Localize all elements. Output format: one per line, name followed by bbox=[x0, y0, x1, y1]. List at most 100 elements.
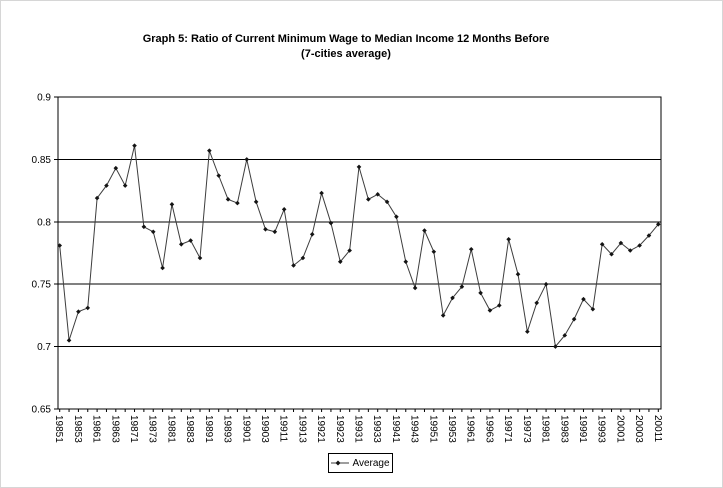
x-axis-tick-label: 20011 bbox=[652, 415, 663, 443]
data-point-marker bbox=[581, 296, 586, 302]
data-point-marker bbox=[525, 329, 530, 334]
data-point-marker bbox=[637, 243, 642, 248]
data-point-marker bbox=[571, 316, 577, 322]
x-axis-tick-label: 19911 bbox=[278, 415, 289, 443]
data-point-marker bbox=[66, 338, 72, 343]
x-axis-tick-label: 19983 bbox=[558, 415, 569, 443]
y-axis-tick-label: 0.7 bbox=[37, 342, 51, 353]
data-point-marker bbox=[431, 249, 437, 255]
x-axis-tick-label: 19991 bbox=[577, 415, 588, 443]
x-axis-tick-label: 20003 bbox=[633, 415, 644, 443]
data-point-marker bbox=[141, 224, 147, 230]
x-axis-tick-label: 19963 bbox=[483, 415, 494, 443]
data-point-marker bbox=[468, 246, 474, 252]
data-point-marker bbox=[225, 197, 231, 202]
x-axis-tick-label: 19871 bbox=[128, 415, 139, 443]
data-point-marker bbox=[347, 248, 352, 253]
x-axis-tick-label: 19893 bbox=[222, 415, 233, 443]
x-axis-tick-label: 19941 bbox=[390, 415, 401, 443]
data-point-marker bbox=[169, 202, 175, 207]
y-axis-tick-label: 0.9 bbox=[37, 93, 51, 104]
x-axis-tick-label: 19851 bbox=[53, 415, 64, 443]
data-point-marker bbox=[618, 240, 624, 246]
data-point-marker bbox=[160, 265, 165, 271]
data-point-marker bbox=[356, 164, 362, 170]
data-point-marker bbox=[412, 285, 418, 291]
data-point-marker bbox=[319, 190, 324, 196]
data-point-marker bbox=[113, 165, 119, 171]
data-point-marker bbox=[590, 306, 596, 312]
x-axis-tick-label: 19883 bbox=[184, 415, 195, 443]
data-point-marker bbox=[478, 290, 483, 296]
data-point-marker bbox=[422, 228, 427, 233]
data-point-marker bbox=[253, 199, 259, 205]
y-axis-tick-label: 0.8 bbox=[37, 217, 51, 228]
x-axis-tick-label: 19923 bbox=[334, 415, 345, 443]
data-point-marker bbox=[122, 183, 128, 188]
data-point-marker bbox=[609, 251, 614, 257]
x-axis-tick-label: 19921 bbox=[315, 415, 326, 443]
data-point-marker bbox=[132, 143, 137, 148]
x-axis-tick-label: 19913 bbox=[296, 415, 307, 443]
x-axis-tick-label: 19881 bbox=[165, 415, 176, 443]
data-point-marker bbox=[403, 259, 409, 265]
x-axis-tick-label: 19951 bbox=[427, 415, 438, 443]
x-axis-tick-label: 19973 bbox=[521, 415, 532, 443]
y-axis-tick-label: 0.85 bbox=[32, 155, 52, 166]
data-point-marker bbox=[450, 295, 455, 301]
x-axis-tick-label: 19853 bbox=[72, 415, 83, 443]
x-axis-tick-label: 19981 bbox=[540, 415, 551, 443]
data-point-marker bbox=[104, 183, 109, 188]
data-point-marker bbox=[76, 309, 81, 314]
data-point-marker bbox=[646, 233, 652, 238]
data-point-marker bbox=[375, 192, 381, 197]
x-axis-tick-label: 19901 bbox=[240, 415, 251, 443]
data-point-marker bbox=[384, 199, 390, 205]
data-point-marker bbox=[178, 241, 184, 247]
data-point-marker bbox=[562, 333, 568, 338]
data-point-marker bbox=[506, 236, 511, 242]
data-point-marker bbox=[300, 255, 306, 261]
x-axis-tick-label: 19863 bbox=[109, 415, 120, 443]
data-point-marker bbox=[394, 214, 399, 220]
data-point-marker bbox=[235, 200, 240, 206]
data-point-marker bbox=[216, 173, 222, 178]
data-point-marker bbox=[627, 248, 633, 253]
x-axis-tick-label: 19971 bbox=[502, 415, 513, 443]
y-axis-tick-label: 0.75 bbox=[32, 280, 52, 291]
data-point-marker bbox=[263, 226, 268, 232]
data-point-marker bbox=[85, 305, 91, 311]
x-axis-tick-label: 19931 bbox=[353, 415, 364, 443]
data-point-marker bbox=[207, 148, 212, 153]
data-point-marker bbox=[188, 238, 193, 243]
series-line-average bbox=[59, 145, 659, 348]
data-point-marker bbox=[328, 220, 334, 226]
x-axis-tick-label: 19861 bbox=[91, 415, 102, 443]
data-point-marker bbox=[487, 308, 493, 313]
x-axis-tick-label: 20001 bbox=[614, 415, 625, 443]
data-point-marker bbox=[440, 313, 446, 318]
data-point-marker bbox=[337, 259, 343, 265]
data-point-marker bbox=[281, 207, 287, 212]
legend: Average bbox=[328, 453, 393, 473]
data-point-marker bbox=[57, 243, 62, 248]
x-axis-tick-label: 19903 bbox=[259, 415, 270, 443]
x-axis-tick-label: 19993 bbox=[596, 415, 607, 443]
data-point-marker bbox=[94, 195, 100, 201]
data-point-marker bbox=[656, 221, 661, 227]
data-point-marker bbox=[496, 303, 502, 308]
data-point-marker bbox=[459, 284, 465, 289]
y-axis-tick-label: 0.65 bbox=[32, 405, 52, 416]
x-axis-tick-label: 19891 bbox=[203, 415, 214, 443]
x-axis-tick-label: 19873 bbox=[147, 415, 158, 443]
chart-title: Graph 5: Ratio of Current Minimum Wage t… bbox=[1, 32, 691, 62]
x-axis-tick-label: 19961 bbox=[465, 415, 476, 443]
x-axis-tick-label: 19953 bbox=[446, 415, 457, 443]
legend-label: Average bbox=[352, 457, 390, 469]
data-point-marker bbox=[150, 229, 156, 235]
x-axis-tick-label: 19943 bbox=[409, 415, 420, 443]
data-point-marker bbox=[543, 281, 549, 287]
legend-line-marker-icon bbox=[331, 460, 350, 466]
